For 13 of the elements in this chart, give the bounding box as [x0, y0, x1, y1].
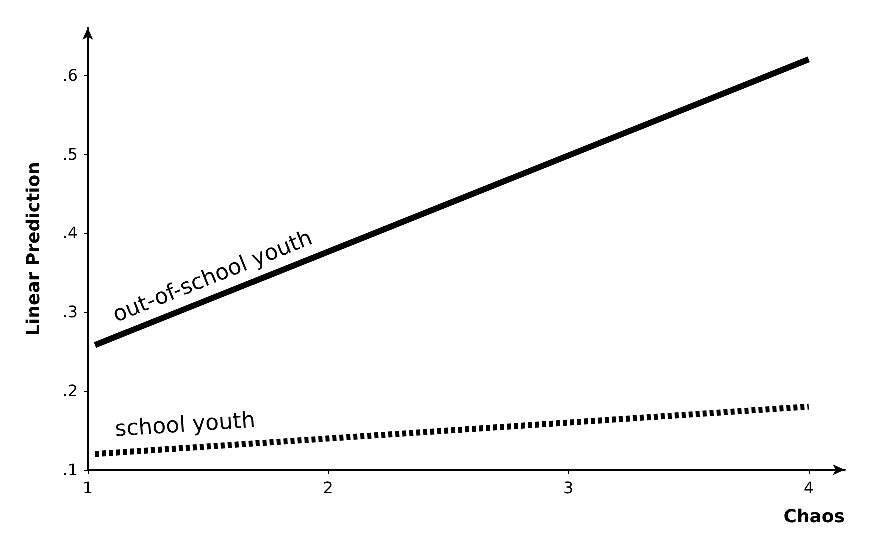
series-label: school youth: [114, 408, 256, 442]
y-tick-label: .1: [62, 460, 78, 480]
x-tick-label: 1: [82, 478, 94, 498]
y-tick-label: .5: [62, 144, 78, 164]
x-axis-title: Chaos: [784, 506, 845, 528]
x-tick-label: 4: [804, 478, 814, 498]
y-tick-label: .4: [62, 224, 78, 243]
y-axis-title: Linear Prediction: [24, 162, 44, 336]
x-tick-label: 2: [323, 478, 334, 498]
x-tick-label: 3: [564, 478, 574, 498]
y-tick-label: .3: [62, 302, 78, 322]
y-tick-label: .6: [62, 66, 78, 85]
y-tick-label: .2: [62, 382, 78, 401]
